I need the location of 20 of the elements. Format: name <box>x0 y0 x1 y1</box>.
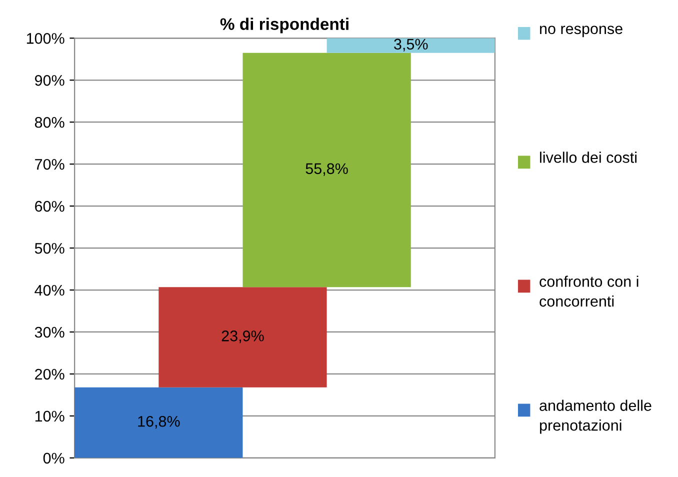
y-tick-label: 20% <box>35 368 64 380</box>
y-tick-label: 10% <box>35 410 64 422</box>
y-tick-label: 80% <box>34 116 64 128</box>
legend-label: confronto con i concorrenti <box>540 276 638 307</box>
y-tick-label: 0% <box>43 452 64 464</box>
legend-label: andamento delle prenotazioni <box>540 400 652 434</box>
data-label: 16,8% <box>138 416 180 429</box>
y-tick-label: 90% <box>34 75 64 86</box>
y-tick-label: 30% <box>34 326 64 338</box>
y-tick-label: 50% <box>34 242 64 254</box>
data-label: 55,8% <box>306 163 348 176</box>
data-label: 3,5% <box>394 38 428 52</box>
data-label: 23,9% <box>222 330 264 344</box>
y-tick-label: 40% <box>34 284 64 296</box>
legend-label: no response <box>540 26 622 38</box>
y-tick-label: 100% <box>26 33 64 44</box>
y-tick-label: 70% <box>35 158 64 170</box>
chart-title: % di rispondenti <box>220 18 348 34</box>
y-tick-label: 60% <box>35 200 64 212</box>
legend-label: livello dei costi <box>540 152 636 163</box>
